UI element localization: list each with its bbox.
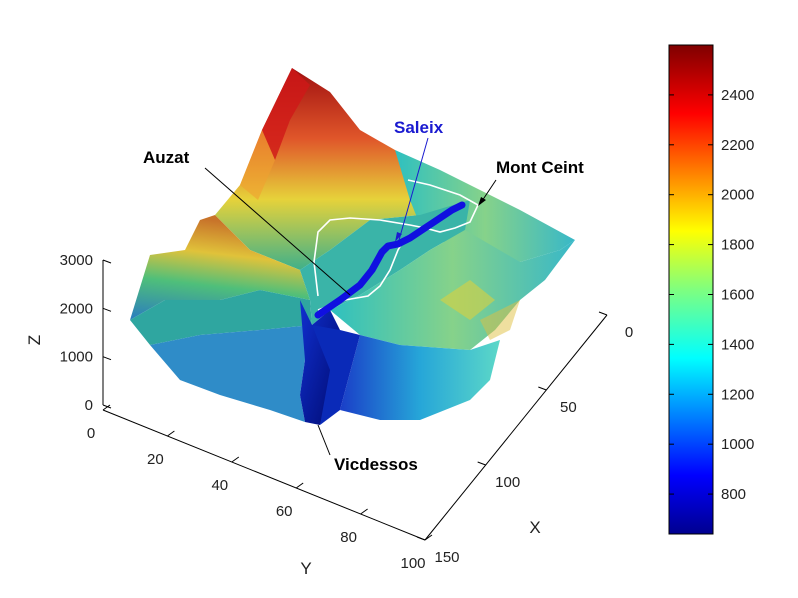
mont-ceint-label: Mont Ceint bbox=[496, 158, 584, 177]
z-axis-title: Z bbox=[25, 335, 44, 345]
y-tick-mark bbox=[360, 508, 368, 515]
z-tick-label: 1000 bbox=[60, 349, 93, 366]
x-axis-title: X bbox=[529, 518, 540, 537]
colorbar-tick-label: 2400 bbox=[721, 87, 754, 104]
x-tick-label: 0 bbox=[625, 324, 633, 341]
x-tick-label: 100 bbox=[495, 474, 520, 491]
z-tick-label: 0 bbox=[85, 397, 93, 414]
vicdessos-label: Vicdessos bbox=[334, 455, 418, 474]
colorbar-tick-label: 1200 bbox=[721, 386, 754, 403]
z-tick-mark bbox=[102, 404, 112, 409]
colorbar: 800 1000 1200 1400 1600 1800 2000 2200 2400 bbox=[668, 44, 754, 535]
x-tick-mark bbox=[538, 386, 547, 391]
x-tick-mark bbox=[598, 311, 608, 316]
y-tick-label: 40 bbox=[211, 477, 228, 494]
colorbar-gradient bbox=[668, 44, 714, 535]
auzat-label: Auzat bbox=[143, 148, 190, 167]
z-tick-mark bbox=[102, 259, 112, 264]
y-tick-label: 60 bbox=[276, 503, 293, 520]
y-tick-mark bbox=[102, 404, 111, 411]
z-tick-mark bbox=[102, 307, 112, 312]
saleix-leader bbox=[398, 137, 429, 241]
colorbar-tick-label: 1000 bbox=[721, 436, 754, 453]
terrain-surface bbox=[130, 68, 575, 425]
colorbar-tick-label: 1400 bbox=[721, 336, 754, 353]
z-tick-mark bbox=[102, 356, 112, 361]
y-tick-mark bbox=[231, 456, 240, 463]
colorbar-tick-label: 800 bbox=[721, 486, 746, 503]
colorbar-tick-label: 1800 bbox=[721, 237, 754, 254]
y-tick-label: 0 bbox=[87, 425, 95, 442]
y-tick-mark bbox=[295, 482, 304, 489]
y-tick-label: 20 bbox=[147, 451, 164, 468]
auzat-leader bbox=[204, 167, 351, 296]
annotations: Auzat Saleix Mont Ceint Vicdessos bbox=[143, 118, 584, 474]
x-axis-line bbox=[424, 314, 608, 541]
x-tick-mark bbox=[416, 536, 426, 541]
colorbar-tick-label: 2200 bbox=[721, 137, 754, 154]
x-tick-mark bbox=[477, 461, 486, 466]
y-tick-label: 100 bbox=[400, 555, 425, 572]
x-tick-label: 150 bbox=[434, 549, 459, 566]
y-tick-label: 80 bbox=[340, 529, 357, 546]
colorbar-ticks: 800 1000 1200 1400 1600 1800 2000 2200 2400 bbox=[669, 87, 754, 503]
axes: 0 20 40 60 80 100 Y 0 50 100 150 X 0 1000 2000 3000 Z bbox=[25, 252, 633, 578]
z-tick-label: 2000 bbox=[60, 300, 93, 317]
y-axis-title: Y bbox=[300, 559, 311, 578]
colorbar-tick-label: 1600 bbox=[721, 286, 754, 303]
y-tick-mark bbox=[167, 430, 175, 437]
route-overlay bbox=[313, 179, 480, 319]
vicdessos-leader bbox=[317, 424, 331, 456]
y-axis-line bbox=[102, 409, 426, 541]
colorbar-tick-label: 2000 bbox=[721, 187, 754, 204]
x-tick-label: 50 bbox=[560, 399, 577, 416]
route-line bbox=[314, 201, 466, 319]
z-tick-label: 3000 bbox=[60, 252, 93, 269]
saleix-label: Saleix bbox=[394, 118, 444, 137]
